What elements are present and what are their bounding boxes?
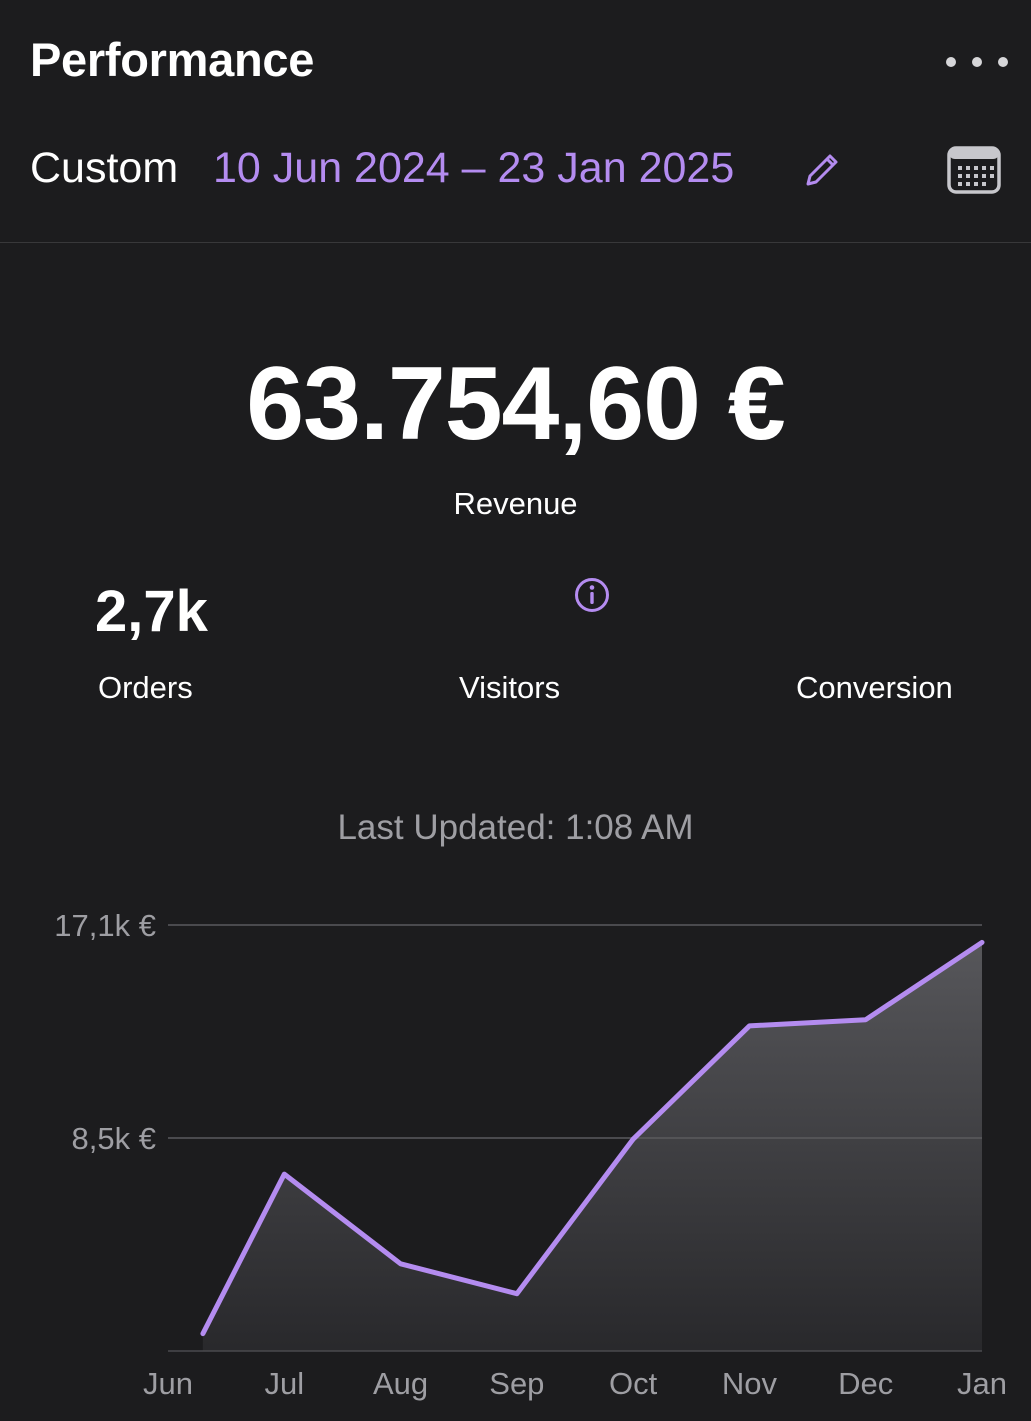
x-axis-tick-label: Sep	[489, 1366, 544, 1401]
more-options-button[interactable]	[946, 48, 1008, 76]
calendar-icon[interactable]	[947, 144, 1001, 194]
revenue-value: 63.754,60 €	[246, 346, 785, 462]
page-title: Performance	[30, 33, 315, 86]
header-divider	[0, 242, 1031, 243]
conversion-label: Conversion	[796, 670, 953, 705]
orders-value: 2,7k	[95, 579, 208, 644]
x-axis-tick-label: Nov	[722, 1366, 778, 1401]
ellipsis-icon	[946, 57, 956, 67]
last-updated-text: Last Updated: 1:08 AM	[337, 808, 694, 847]
header: Performance	[0, 0, 1031, 120]
orders-label: Orders	[98, 670, 193, 705]
ellipsis-icon	[972, 57, 982, 67]
x-axis-tick-label: Jul	[264, 1366, 304, 1401]
ellipsis-icon	[998, 57, 1008, 67]
info-icon[interactable]	[574, 577, 610, 613]
y-axis-tick-label: 17,1k €	[54, 908, 156, 943]
x-axis-tick-label: Dec	[838, 1366, 893, 1401]
revenue-label: Revenue	[453, 486, 578, 521]
x-axis-tick-label: Aug	[373, 1366, 428, 1401]
chart-area-fill	[202, 942, 982, 1351]
visitors-label: Visitors	[459, 670, 561, 705]
pencil-icon[interactable]	[800, 148, 844, 192]
date-range-type[interactable]: Custom	[30, 144, 179, 192]
x-axis-tick-label: Jun	[143, 1366, 193, 1401]
x-axis-tick-label: Oct	[609, 1366, 658, 1401]
date-range-dates[interactable]: 10 Jun 2024 – 23 Jan 2025	[213, 144, 735, 192]
x-axis-tick-label: Jan	[957, 1366, 1007, 1401]
chart-series-line	[200, 939, 985, 1337]
y-axis-tick-label: 8,5k €	[72, 1121, 156, 1156]
date-range-row: Custom 10 Jun 2024 – 23 Jan 2025	[0, 128, 1031, 212]
